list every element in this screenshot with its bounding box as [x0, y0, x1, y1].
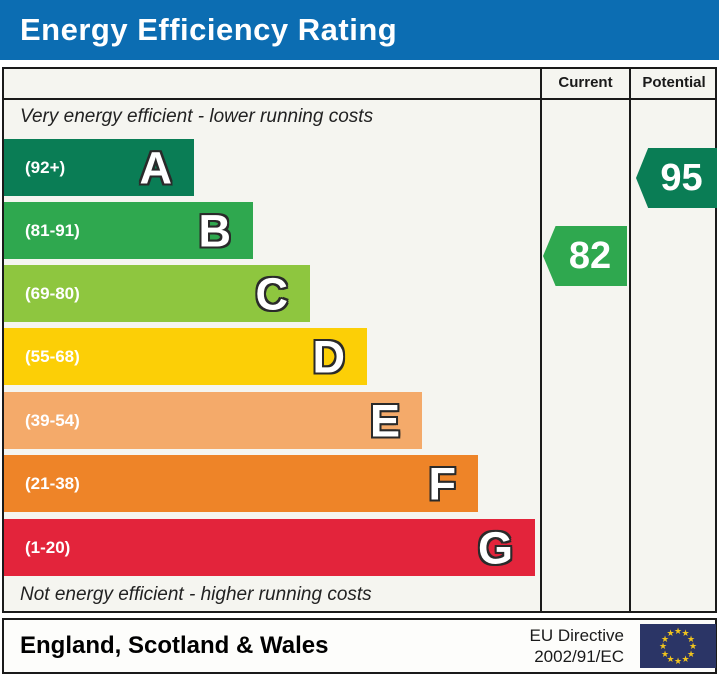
current-rating-value: 82: [568, 235, 612, 277]
current-column-divider: [540, 67, 542, 613]
eu-flag-star: ★: [686, 633, 696, 644]
eu-flag-star: ★: [666, 653, 675, 664]
eu-flag-star: ★: [660, 648, 670, 659]
title-bar: Energy Efficiency Rating: [0, 0, 719, 60]
eu-flag-star: ★: [688, 641, 698, 651]
band-f: (21-38) F: [4, 455, 478, 512]
band-a-letter: A: [139, 142, 173, 193]
band-d: (55-68) D: [4, 328, 367, 385]
top-caption: Very energy efficient - lower running co…: [20, 106, 374, 127]
eu-flag-star: ★: [681, 628, 690, 638]
band-d-letter: D: [312, 331, 346, 382]
eu-flag-star: ★: [660, 633, 670, 644]
potential-rating-marker: 95: [636, 148, 717, 208]
eu-flag-star: ★: [686, 648, 696, 659]
region-label: England, Scotland & Wales: [20, 632, 329, 659]
bottom-caption: Not energy efficient - higher running co…: [20, 584, 372, 605]
eu-flag-star: ★: [658, 641, 668, 651]
band-e-range: (39-54): [25, 410, 80, 430]
band-a: (92+) A: [4, 139, 194, 196]
band-b-letter: B: [198, 205, 232, 256]
potential-rating-value: 95: [660, 157, 703, 199]
page-title: Energy Efficiency Rating: [20, 12, 398, 47]
band-b-range: (81-91): [25, 220, 80, 240]
band-e: (39-54) E: [4, 392, 422, 449]
current-column-header: Current: [558, 74, 613, 91]
potential-column-divider: [629, 67, 631, 613]
header-divider: [2, 98, 717, 100]
eu-flag-star: ★: [666, 628, 675, 638]
band-b: (81-91) B: [4, 202, 253, 259]
band-g-range: (1-20): [25, 537, 71, 557]
eu-flag-star: ★: [673, 626, 683, 636]
eu-flag-icon: ★ ★ ★ ★ ★ ★ ★ ★ ★ ★ ★ ★: [640, 624, 716, 668]
eu-flag-star: ★: [673, 656, 683, 666]
eu-directive-label: EU Directive 2002/91/EC: [530, 625, 624, 667]
band-a-range: (92+): [25, 157, 66, 177]
band-f-letter: F: [428, 458, 457, 509]
footer-bar: England, Scotland & Wales EU Directive 2…: [2, 618, 717, 674]
band-c: (69-80) C: [4, 265, 310, 322]
potential-column-header: Potential: [642, 74, 706, 91]
band-d-range: (55-68): [25, 346, 80, 366]
band-c-range: (69-80): [25, 283, 80, 303]
band-f-range: (21-38): [25, 473, 80, 493]
eu-directive-line2: 2002/91/EC: [534, 647, 624, 666]
current-rating-marker: 82: [543, 226, 627, 286]
eu-flag-star: ★: [681, 653, 690, 664]
eu-directive-line1: EU Directive: [529, 626, 624, 645]
band-e-letter: E: [369, 395, 400, 446]
band-g-letter: G: [477, 522, 513, 573]
band-g: (1-20) G: [4, 519, 535, 576]
band-c-letter: C: [255, 268, 289, 319]
